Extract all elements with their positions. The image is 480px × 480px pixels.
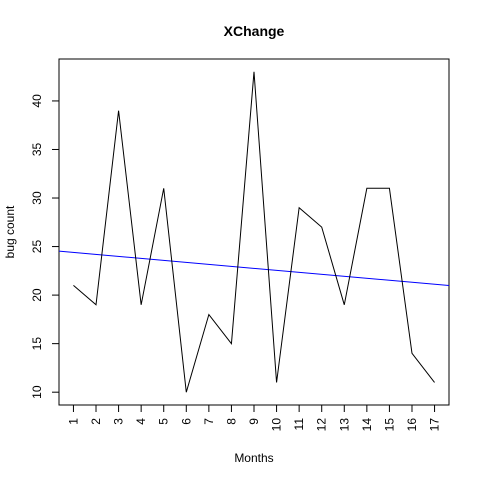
y-tick-label: 30 xyxy=(30,191,44,205)
x-tick-label: 3 xyxy=(112,418,126,425)
chart-title: XChange xyxy=(224,23,285,39)
x-axis-label: Months xyxy=(234,451,273,465)
x-tick-label: 10 xyxy=(270,418,284,432)
y-tick-label: 20 xyxy=(30,288,44,302)
x-tick-label: 4 xyxy=(134,418,148,425)
x-tick-label: 14 xyxy=(360,418,374,432)
y-axis: 10 15 20 25 30 35 40 xyxy=(30,94,60,399)
y-tick-label: 35 xyxy=(30,142,44,156)
x-tick-label: 15 xyxy=(382,418,396,432)
plot-content xyxy=(58,71,450,393)
y-axis-label: bug count xyxy=(3,205,17,258)
trend-line xyxy=(58,250,450,287)
y-tick-label: 15 xyxy=(30,337,44,351)
y-tick-label: 25 xyxy=(30,240,44,254)
x-tick-label: 6 xyxy=(179,418,193,425)
x-tick-label: 5 xyxy=(157,418,171,425)
x-tick-label: 1 xyxy=(66,418,80,425)
x-tick-label: 16 xyxy=(405,418,419,432)
x-tick-label: 2 xyxy=(89,418,103,425)
x-tick-label: 17 xyxy=(428,418,442,432)
x-tick-label: 11 xyxy=(292,418,306,431)
plot-area-frame xyxy=(58,58,450,406)
x-tick-label: 9 xyxy=(247,418,261,425)
x-tick-label: 12 xyxy=(315,418,329,432)
x-tick-label: 8 xyxy=(224,418,238,425)
x-tick-label: 13 xyxy=(337,418,351,432)
x-axis: 1 2 3 4 5 6 7 8 9 10 11 12 13 14 15 16 17 xyxy=(66,404,442,432)
y-tick-label: 40 xyxy=(30,94,44,108)
series-line xyxy=(73,71,435,393)
x-tick-label: 7 xyxy=(202,418,216,425)
y-tick-label: 10 xyxy=(30,385,44,399)
